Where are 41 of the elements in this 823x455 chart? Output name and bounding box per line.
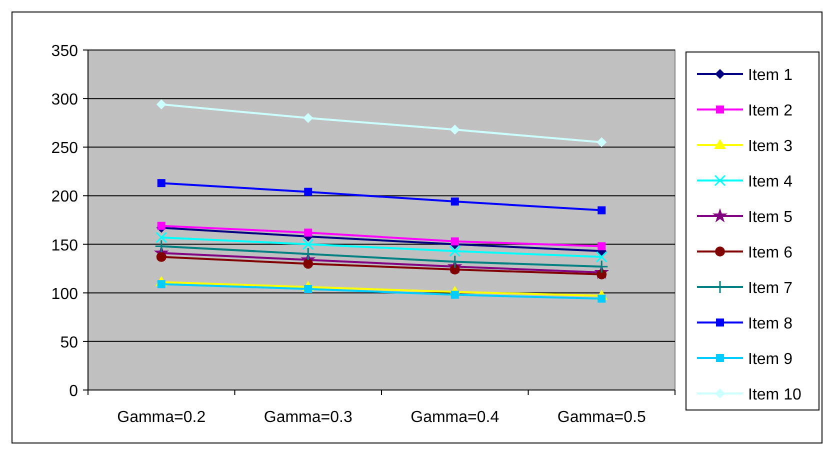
legend-label: Item 2 [748, 102, 793, 120]
legend-label: Item 10 [748, 386, 802, 404]
y-tick-label: 50 [60, 334, 78, 352]
legend-label: Item 1 [748, 67, 793, 84]
point [598, 242, 606, 250]
point [303, 113, 314, 123]
point [450, 237, 459, 246]
point [154, 239, 168, 253]
x-tick-label: Gamma=0.3 [264, 409, 352, 426]
x-tick-label: Gamma=0.5 [557, 409, 646, 426]
point [156, 99, 166, 110]
y-tick-label: 100 [51, 286, 78, 303]
point [450, 198, 459, 206]
y-tick-label: 350 [51, 43, 78, 60]
legend-label: Item 9 [748, 351, 793, 368]
point [596, 251, 608, 263]
y-tick-label: 200 [51, 188, 78, 206]
legend-label: Item 6 [748, 244, 793, 262]
point [304, 188, 312, 196]
point [596, 137, 607, 148]
point [450, 124, 460, 135]
y-tick-label: 250 [51, 140, 78, 158]
point [156, 232, 168, 244]
point [304, 228, 312, 237]
point [594, 260, 608, 274]
y-tick-label: 150 [51, 237, 78, 254]
point [301, 247, 315, 261]
legend-label: Item 7 [748, 280, 793, 297]
x-tick-label: Gamma=0.2 [117, 409, 206, 426]
legend-label: Item 8 [748, 316, 793, 332]
point [157, 179, 166, 188]
point [449, 245, 461, 257]
legend-label: Item 5 [748, 209, 793, 226]
y-tick-label: 300 [51, 92, 78, 109]
legend-label: Item 4 [748, 174, 793, 190]
x-tick-label: Gamma=0.4 [410, 409, 500, 426]
point [157, 222, 166, 230]
legend-label: Item 3 [748, 138, 793, 155]
point [302, 238, 314, 250]
point [598, 206, 606, 214]
y-tick-label: 0 [69, 383, 78, 400]
